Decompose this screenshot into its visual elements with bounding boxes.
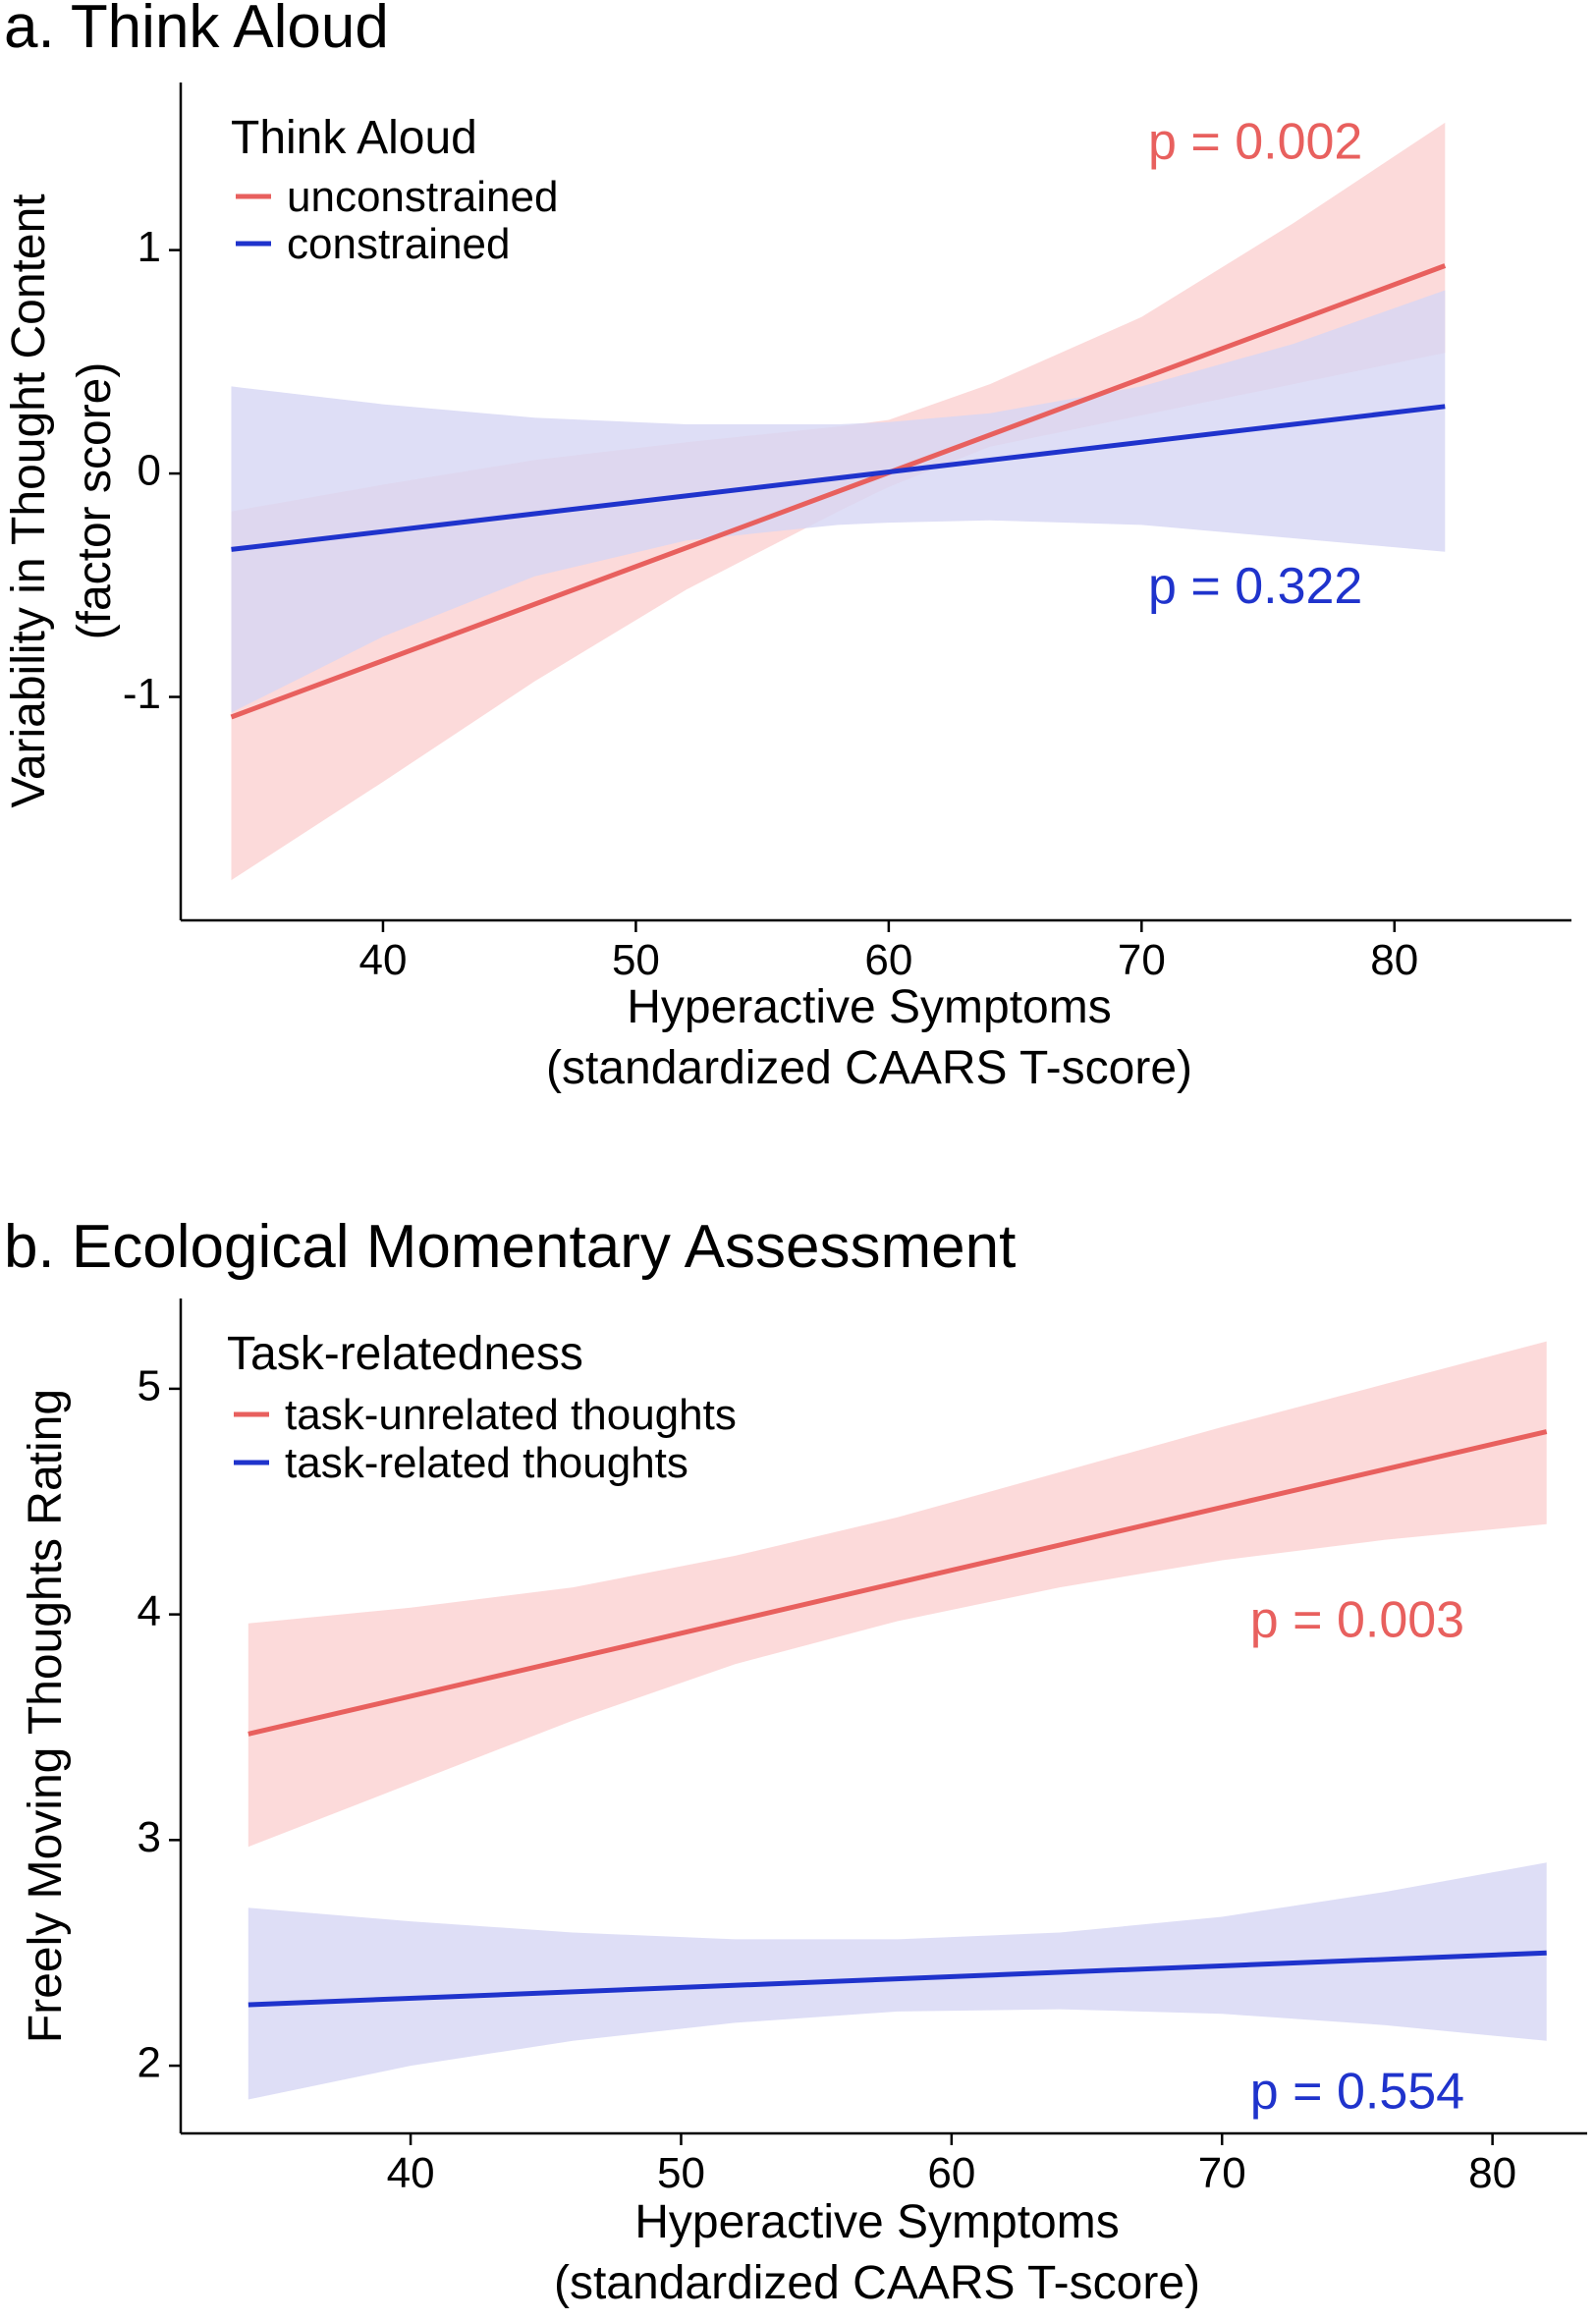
panel-b-x-tick-label: 60: [927, 2149, 975, 2197]
panel-a-line-constrained: [231, 404, 1446, 552]
panel-b-x-tick-label: 50: [657, 2149, 705, 2197]
panel-a-y-ticks: -1 0 1: [123, 223, 181, 718]
panel-b-title: b. Ecological Momentary Assessment: [4, 1213, 1016, 1281]
panel-a-x-tick-label: 60: [864, 936, 912, 984]
panel-b: b. Ecological Momentary Assessment 40 50 6…: [4, 1213, 1587, 2309]
panel-b-x-tick-label: 40: [387, 2149, 435, 2197]
panel-b-x-axis-label: Hyperactive Symptoms: [634, 2196, 1119, 2248]
panel-a-pvalue-unconstrained: p = 0.002: [1148, 113, 1362, 170]
panel-b-pvalue-task-related: p = 0.554: [1250, 2064, 1464, 2121]
panel-a-x-tick-label: 40: [358, 936, 407, 984]
panel-a-x-tick-label: 80: [1370, 936, 1418, 984]
panel-b-y-tick-label: 2: [138, 2039, 161, 2087]
panel-a-title: a. Think Aloud: [4, 0, 389, 61]
panel-a-y-axis-label-line2: (factor score): [69, 362, 121, 640]
panel-a-y-tick-label: -1: [123, 670, 161, 718]
panel-a-legend-label-unconstrained: unconstrained: [287, 173, 558, 221]
panel-b-legend-label-task-related: task-related thoughts: [285, 1439, 688, 1487]
panel-b-line-task-related: [248, 1950, 1547, 2008]
panel-b-legend-label-task-unrelated: task-unrelated thoughts: [285, 1391, 737, 1439]
panel-b-x-tick-label: 70: [1198, 2149, 1246, 2197]
panel-b-x-ticks: 40 50 60 70 80: [387, 2133, 1516, 2197]
panel-b-line-task-unrelated: [248, 1429, 1548, 1737]
panel-b-annotations: p = 0.003 p = 0.554: [1250, 1592, 1464, 2121]
panel-a-legend: Think Aloud unconstrained constrained: [231, 112, 558, 268]
panel-a-x-tick-label: 50: [612, 936, 660, 984]
panel-b-y-ticks: 2 3 4 5: [138, 1362, 181, 2087]
panel-a-x-ticks: 40 50 60 70 80: [358, 920, 1418, 984]
panel-b-legend-title: Task-relatedness: [227, 1328, 583, 1380]
panel-a-legend-title: Think Aloud: [231, 112, 477, 164]
panel-b-pvalue-task-unrelated: p = 0.003: [1250, 1592, 1464, 1649]
panel-a-line-unconstrained: [230, 263, 1447, 720]
panel-a-x-axis-label: Hyperactive Symptoms: [627, 981, 1111, 1033]
panel-a-x-axis-label-line2: (standardized CAARS T-score): [546, 1042, 1192, 1094]
panel-b-y-tick-label: 3: [138, 1813, 161, 1861]
panel-a: a. Think Aloud 40 50 60 70 80 -1 0 1 Hyperacti…: [3, 0, 1571, 1094]
panel-a-confidence-bands: [231, 122, 1446, 881]
panel-b-x-tick-label: 80: [1468, 2149, 1516, 2197]
panel-a-band-constrained: [231, 290, 1446, 713]
panel-a-legend-label-constrained: constrained: [287, 220, 510, 268]
panel-b-x-axis-label-line2: (standardized CAARS T-score): [554, 2257, 1200, 2309]
panel-a-regression-lines: [230, 263, 1447, 720]
panel-a-annotations: p = 0.002 p = 0.322: [1148, 113, 1362, 615]
panel-b-band-task-unrelated: [248, 1341, 1547, 1848]
panel-b-legend: Task-relatedness task-unrelated thoughts…: [227, 1328, 737, 1487]
panel-a-y-axis-label: Variability in Thought Content: [3, 193, 55, 807]
panel-b-y-axis-label: Freely Moving Thoughts Rating: [20, 1389, 72, 2043]
panel-a-pvalue-constrained: p = 0.322: [1148, 558, 1362, 615]
panel-a-x-tick-label: 70: [1118, 936, 1166, 984]
panel-b-y-tick-label: 5: [138, 1362, 161, 1410]
panel-b-y-tick-label: 4: [138, 1587, 161, 1635]
panel-b-regression-lines: [248, 1429, 1548, 2008]
panel-a-y-tick-label: 0: [138, 447, 161, 495]
panel-a-y-tick-label: 1: [138, 223, 161, 271]
